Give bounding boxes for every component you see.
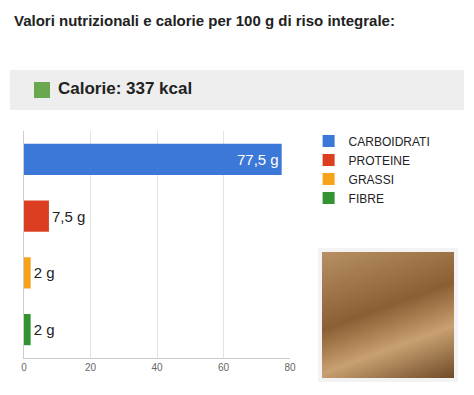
svg-text:CARBOIDRATI: CARBOIDRATI <box>349 135 430 149</box>
svg-text:FIBRE: FIBRE <box>349 192 384 206</box>
svg-text:20: 20 <box>85 362 97 373</box>
svg-text:60: 60 <box>218 362 230 373</box>
html-text:Valori nutrizionali e calorie: Valori nutrizionali e calorie per 100 g … <box>14 12 395 29</box>
svg-text:40: 40 <box>151 362 163 373</box>
svg-text:7,5 g: 7,5 g <box>52 208 85 225</box>
svg-text:0: 0 <box>21 362 27 373</box>
svg-text:PROTEINE: PROTEINE <box>349 154 410 168</box>
svg-text:77,5 g: 77,5 g <box>237 151 279 168</box>
svg-text:2 g: 2 g <box>34 321 55 338</box>
html-text:Calorie: 337 kcal: Calorie: 337 kcal <box>58 79 193 98</box>
svg-text:GRASSI: GRASSI <box>349 173 394 187</box>
svg-text:2 g: 2 g <box>34 264 55 281</box>
svg-text:80: 80 <box>284 362 296 373</box>
